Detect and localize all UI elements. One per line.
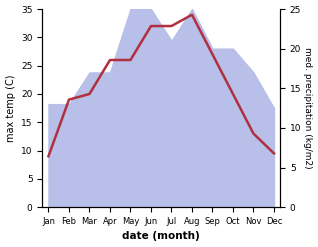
Y-axis label: max temp (C): max temp (C) — [5, 74, 16, 142]
X-axis label: date (month): date (month) — [122, 231, 200, 242]
Y-axis label: med. precipitation (kg/m2): med. precipitation (kg/m2) — [303, 47, 313, 169]
